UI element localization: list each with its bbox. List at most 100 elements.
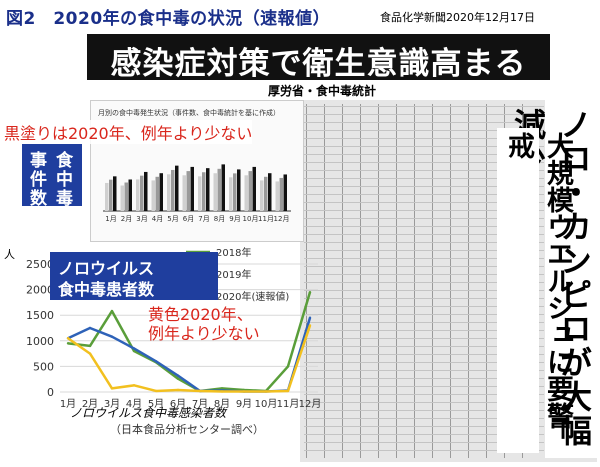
bar-month-label: 6月 — [183, 215, 194, 223]
line-chart-footer: ノロウイルス食中毒感染者数 — [70, 406, 227, 420]
text-line — [304, 146, 544, 147]
x-tick-label: 3月 — [104, 398, 120, 410]
bar-mark — [120, 185, 124, 211]
column-rule — [360, 104, 361, 458]
bar-mark — [136, 179, 140, 211]
text-line — [304, 138, 544, 139]
bar-mark — [252, 166, 256, 211]
text-line — [304, 370, 544, 371]
bar-mark — [244, 175, 248, 211]
bar-mark — [182, 175, 186, 211]
data-point — [198, 389, 202, 393]
x-tick-label: 2月 — [82, 398, 98, 410]
y-tick-label: 1500 — [26, 309, 54, 322]
data-point — [66, 342, 70, 345]
bar-mark — [202, 172, 206, 211]
text-line — [304, 338, 544, 339]
line-chart-note-line2: 例年より少ない — [148, 324, 260, 343]
data-point — [66, 337, 70, 340]
bar-mark — [283, 174, 287, 211]
box-char: 食 — [56, 151, 73, 171]
text-line — [304, 130, 544, 131]
text-line — [304, 410, 544, 411]
y-tick-label: 2000 — [26, 284, 54, 297]
text-line — [304, 282, 544, 283]
column-rule — [414, 104, 415, 458]
bar-mark — [109, 179, 113, 211]
text-line — [304, 170, 544, 171]
text-line — [304, 386, 544, 387]
x-tick-label: 12月 — [299, 398, 322, 410]
data-point — [220, 387, 224, 390]
data-point — [308, 324, 312, 327]
headline: 感染症対策で衛生意識高まる — [110, 46, 527, 82]
bar-mark — [279, 177, 283, 211]
column-rule — [486, 104, 487, 458]
bar-mark — [206, 168, 210, 211]
text-line — [304, 298, 544, 299]
data-point — [132, 347, 136, 350]
bar-month-label: 7月 — [198, 215, 209, 223]
text-line — [304, 154, 544, 155]
bar-mark — [140, 175, 144, 211]
bar-mark — [113, 176, 117, 211]
headline-banner: 感染症対策で衛生意識高まる — [87, 34, 550, 82]
data-point — [308, 290, 312, 294]
box-char: 数 — [30, 189, 47, 209]
x-tick-label: 5月 — [148, 398, 164, 410]
box-char: 件 — [30, 170, 47, 190]
x-tick-label: 6月 — [170, 398, 186, 410]
data-point — [132, 349, 136, 353]
text-line — [304, 226, 544, 227]
vertical-headline-2-text: 大規模ウエルシュに要警戒 — [503, 132, 573, 429]
text-line — [304, 378, 544, 379]
bar-mark — [124, 182, 128, 211]
text-line — [304, 234, 544, 235]
text-line — [304, 290, 544, 291]
text-line — [304, 442, 544, 443]
bar-mark — [155, 176, 159, 211]
bar-mark — [237, 169, 241, 211]
text-line — [304, 450, 544, 451]
text-line — [304, 394, 544, 395]
bar-mark — [260, 180, 264, 211]
bar-mark — [248, 171, 252, 211]
bar-month-label: 2月 — [121, 215, 132, 223]
legend-label: 2019年 — [216, 268, 251, 281]
line-chart-note-line1: 黄色2020年、 — [148, 305, 253, 324]
text-line — [304, 330, 544, 331]
bar-mark — [167, 174, 171, 211]
text-line — [304, 178, 544, 179]
x-tick-label: 7月 — [192, 398, 208, 410]
bar-month-label: 11月 — [258, 215, 274, 223]
data-point — [154, 360, 158, 363]
bar-mark — [233, 173, 237, 211]
bar-month-label: 4月 — [152, 215, 163, 223]
legend-label: 2018年 — [216, 246, 251, 259]
data-point — [242, 390, 246, 393]
series-line — [67, 325, 312, 393]
text-line — [304, 322, 544, 323]
x-tick-label: 8月 — [214, 398, 230, 410]
bar-month-label: 3月 — [136, 215, 147, 223]
line-chart-title-line2: 食中毒患者数 — [58, 280, 155, 299]
bar-mark — [186, 171, 190, 211]
bar-month-label: 8月 — [214, 215, 225, 223]
x-tick-label: 9月 — [236, 398, 252, 410]
bar-chart-svg: 1月 2月 3月 4月 5月 6月 7月 8月 9月 10月 11月 12月 — [103, 164, 291, 223]
y-tick-label: 2500 — [26, 258, 54, 271]
vertical-headline-2: 大規模ウエルシュに要警戒 — [497, 128, 573, 453]
data-point — [110, 309, 114, 313]
column-rule — [396, 104, 397, 458]
bar-mark — [275, 181, 279, 211]
bar-month-label: 5月 — [167, 215, 178, 223]
line-chart-title-box: ノロウイルス 食中毒患者数 — [50, 252, 218, 300]
column-rule — [378, 104, 379, 458]
column-rule — [324, 104, 325, 458]
bar-mark — [171, 169, 175, 211]
data-point — [286, 365, 290, 368]
x-tick-label: 10月 — [255, 398, 278, 410]
bar-mark — [128, 179, 132, 211]
bar-chart-note: 黒塗りは2020年、例年より少ない — [4, 120, 253, 144]
bar-month-label: 9月 — [229, 215, 240, 223]
